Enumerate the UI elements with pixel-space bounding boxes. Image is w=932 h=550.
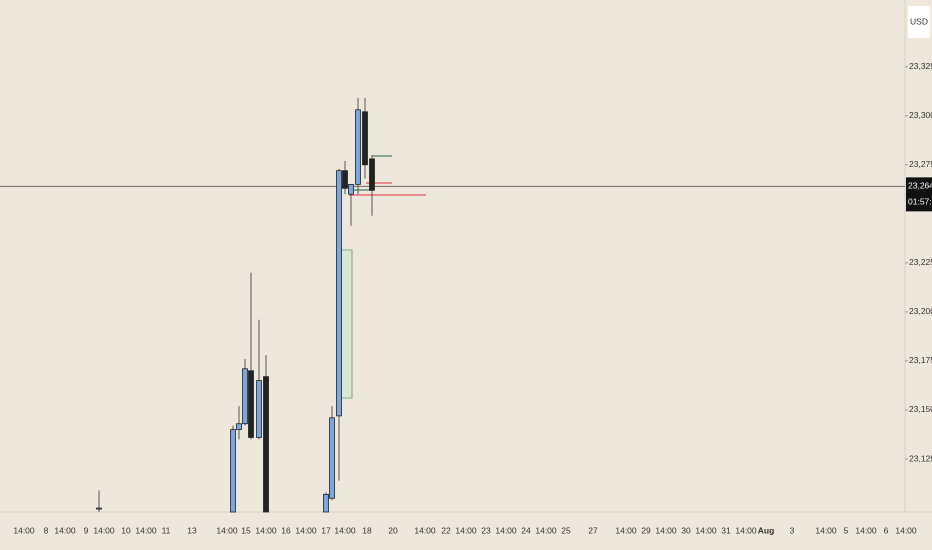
x-tick-label: 14:00 bbox=[815, 525, 837, 535]
x-tick-label: 14:00 bbox=[655, 525, 677, 535]
x-tick-label: 14:00 bbox=[495, 525, 517, 535]
candle-body bbox=[236, 423, 242, 431]
x-tick-label: 15 bbox=[241, 525, 251, 535]
x-tick-label: 9 bbox=[84, 525, 89, 535]
y-tick-label: 23,225.00 bbox=[909, 257, 932, 267]
x-tick-label: 16 bbox=[281, 525, 291, 535]
y-tick-label: 23,300.00 bbox=[909, 110, 932, 120]
x-tick-label: 14:00 bbox=[535, 525, 557, 535]
x-tick-label: 6 bbox=[884, 525, 889, 535]
x-tick-label: 14:00 bbox=[735, 525, 757, 535]
x-tick-label: 31 bbox=[721, 525, 731, 535]
currency-box bbox=[908, 6, 930, 38]
x-tick-label: 25 bbox=[561, 525, 571, 535]
candle-body bbox=[242, 368, 248, 425]
x-tick-label: 14:00 bbox=[54, 525, 76, 535]
price-label: 23,264.00 bbox=[908, 181, 932, 191]
x-tick-label: 14:00 bbox=[255, 525, 277, 535]
candle-body bbox=[230, 429, 236, 513]
x-tick-label: Aug bbox=[758, 525, 775, 535]
zone bbox=[340, 249, 353, 399]
x-tick-label: 14:00 bbox=[414, 525, 436, 535]
y-tick-label: 23,150.00 bbox=[909, 404, 932, 414]
candle-body bbox=[348, 183, 354, 195]
countdown: 01:57:00 bbox=[908, 197, 932, 207]
y-tick-label: 23,325.00 bbox=[909, 61, 932, 71]
x-tick-label: 20 bbox=[388, 525, 398, 535]
x-tick-label: 14:00 bbox=[13, 525, 35, 535]
x-tick-label: 14:00 bbox=[334, 525, 356, 535]
x-tick-label: 14:00 bbox=[895, 525, 917, 535]
candle-body bbox=[336, 170, 342, 417]
x-tick-label: 14:00 bbox=[93, 525, 115, 535]
candle-body bbox=[263, 376, 269, 513]
x-tick-label: 29 bbox=[641, 525, 651, 535]
candle-body bbox=[329, 417, 335, 499]
x-tick-label: 8 bbox=[44, 525, 49, 535]
x-tick-label: 10 bbox=[121, 525, 131, 535]
x-tick-label: 22 bbox=[441, 525, 451, 535]
x-tick-label: 14:00 bbox=[216, 525, 238, 535]
candle-body bbox=[323, 493, 329, 513]
x-tick-label: 14:00 bbox=[455, 525, 477, 535]
candle-body bbox=[248, 370, 254, 438]
x-tick-label: 5 bbox=[844, 525, 849, 535]
x-tick-label: 17 bbox=[321, 525, 331, 535]
candle-body bbox=[369, 158, 375, 191]
price-label-box bbox=[906, 177, 932, 212]
candle-body bbox=[256, 380, 262, 438]
y-tick-label: 23,175.00 bbox=[909, 355, 932, 365]
y-tick-label: 23,275.00 bbox=[909, 159, 932, 169]
candle-body bbox=[96, 507, 102, 510]
candle-body bbox=[362, 111, 368, 166]
x-tick-label: 14:00 bbox=[855, 525, 877, 535]
x-tick-label: 11 bbox=[162, 525, 171, 535]
x-tick-label: 27 bbox=[588, 525, 598, 535]
x-tick-label: 14:00 bbox=[615, 525, 637, 535]
x-tick-label: 3 bbox=[790, 525, 795, 535]
x-tick-label: 13 bbox=[187, 525, 197, 535]
y-tick-label: 23,125.00 bbox=[909, 453, 932, 463]
y-tick-label: 23,200.00 bbox=[909, 306, 932, 316]
x-tick-label: 14:00 bbox=[295, 525, 317, 535]
candle-body bbox=[355, 109, 361, 185]
currency: USD bbox=[910, 16, 928, 26]
x-tick-label: 24 bbox=[521, 525, 531, 535]
x-tick-label: 14:00 bbox=[695, 525, 717, 535]
x-tick-label: 23 bbox=[481, 525, 491, 535]
candle-body bbox=[342, 170, 348, 189]
x-tick-label: 30 bbox=[681, 525, 691, 535]
x-tick-label: 14:00 bbox=[135, 525, 157, 535]
x-tick-label: 18 bbox=[362, 525, 372, 535]
